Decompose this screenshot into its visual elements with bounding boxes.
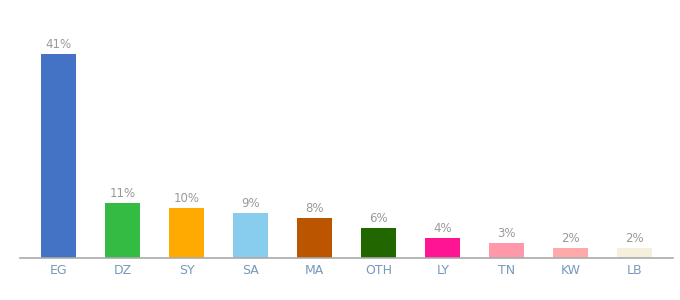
- Text: 6%: 6%: [369, 212, 388, 225]
- Text: 4%: 4%: [433, 222, 452, 235]
- Text: 2%: 2%: [562, 232, 580, 245]
- Bar: [554, 248, 588, 258]
- Text: 8%: 8%: [305, 202, 324, 215]
- Bar: [41, 54, 76, 258]
- Bar: [105, 203, 140, 258]
- Bar: [297, 218, 333, 258]
- Text: 10%: 10%: [174, 192, 200, 205]
- Bar: [169, 208, 205, 258]
- Text: 9%: 9%: [241, 197, 260, 210]
- Bar: [425, 238, 460, 258]
- Bar: [233, 213, 269, 258]
- Text: 2%: 2%: [626, 232, 644, 245]
- Bar: [617, 248, 652, 258]
- Bar: [361, 228, 396, 258]
- Bar: [489, 243, 524, 258]
- Text: 3%: 3%: [498, 227, 516, 240]
- Text: 11%: 11%: [109, 187, 136, 200]
- Text: 41%: 41%: [46, 38, 72, 51]
